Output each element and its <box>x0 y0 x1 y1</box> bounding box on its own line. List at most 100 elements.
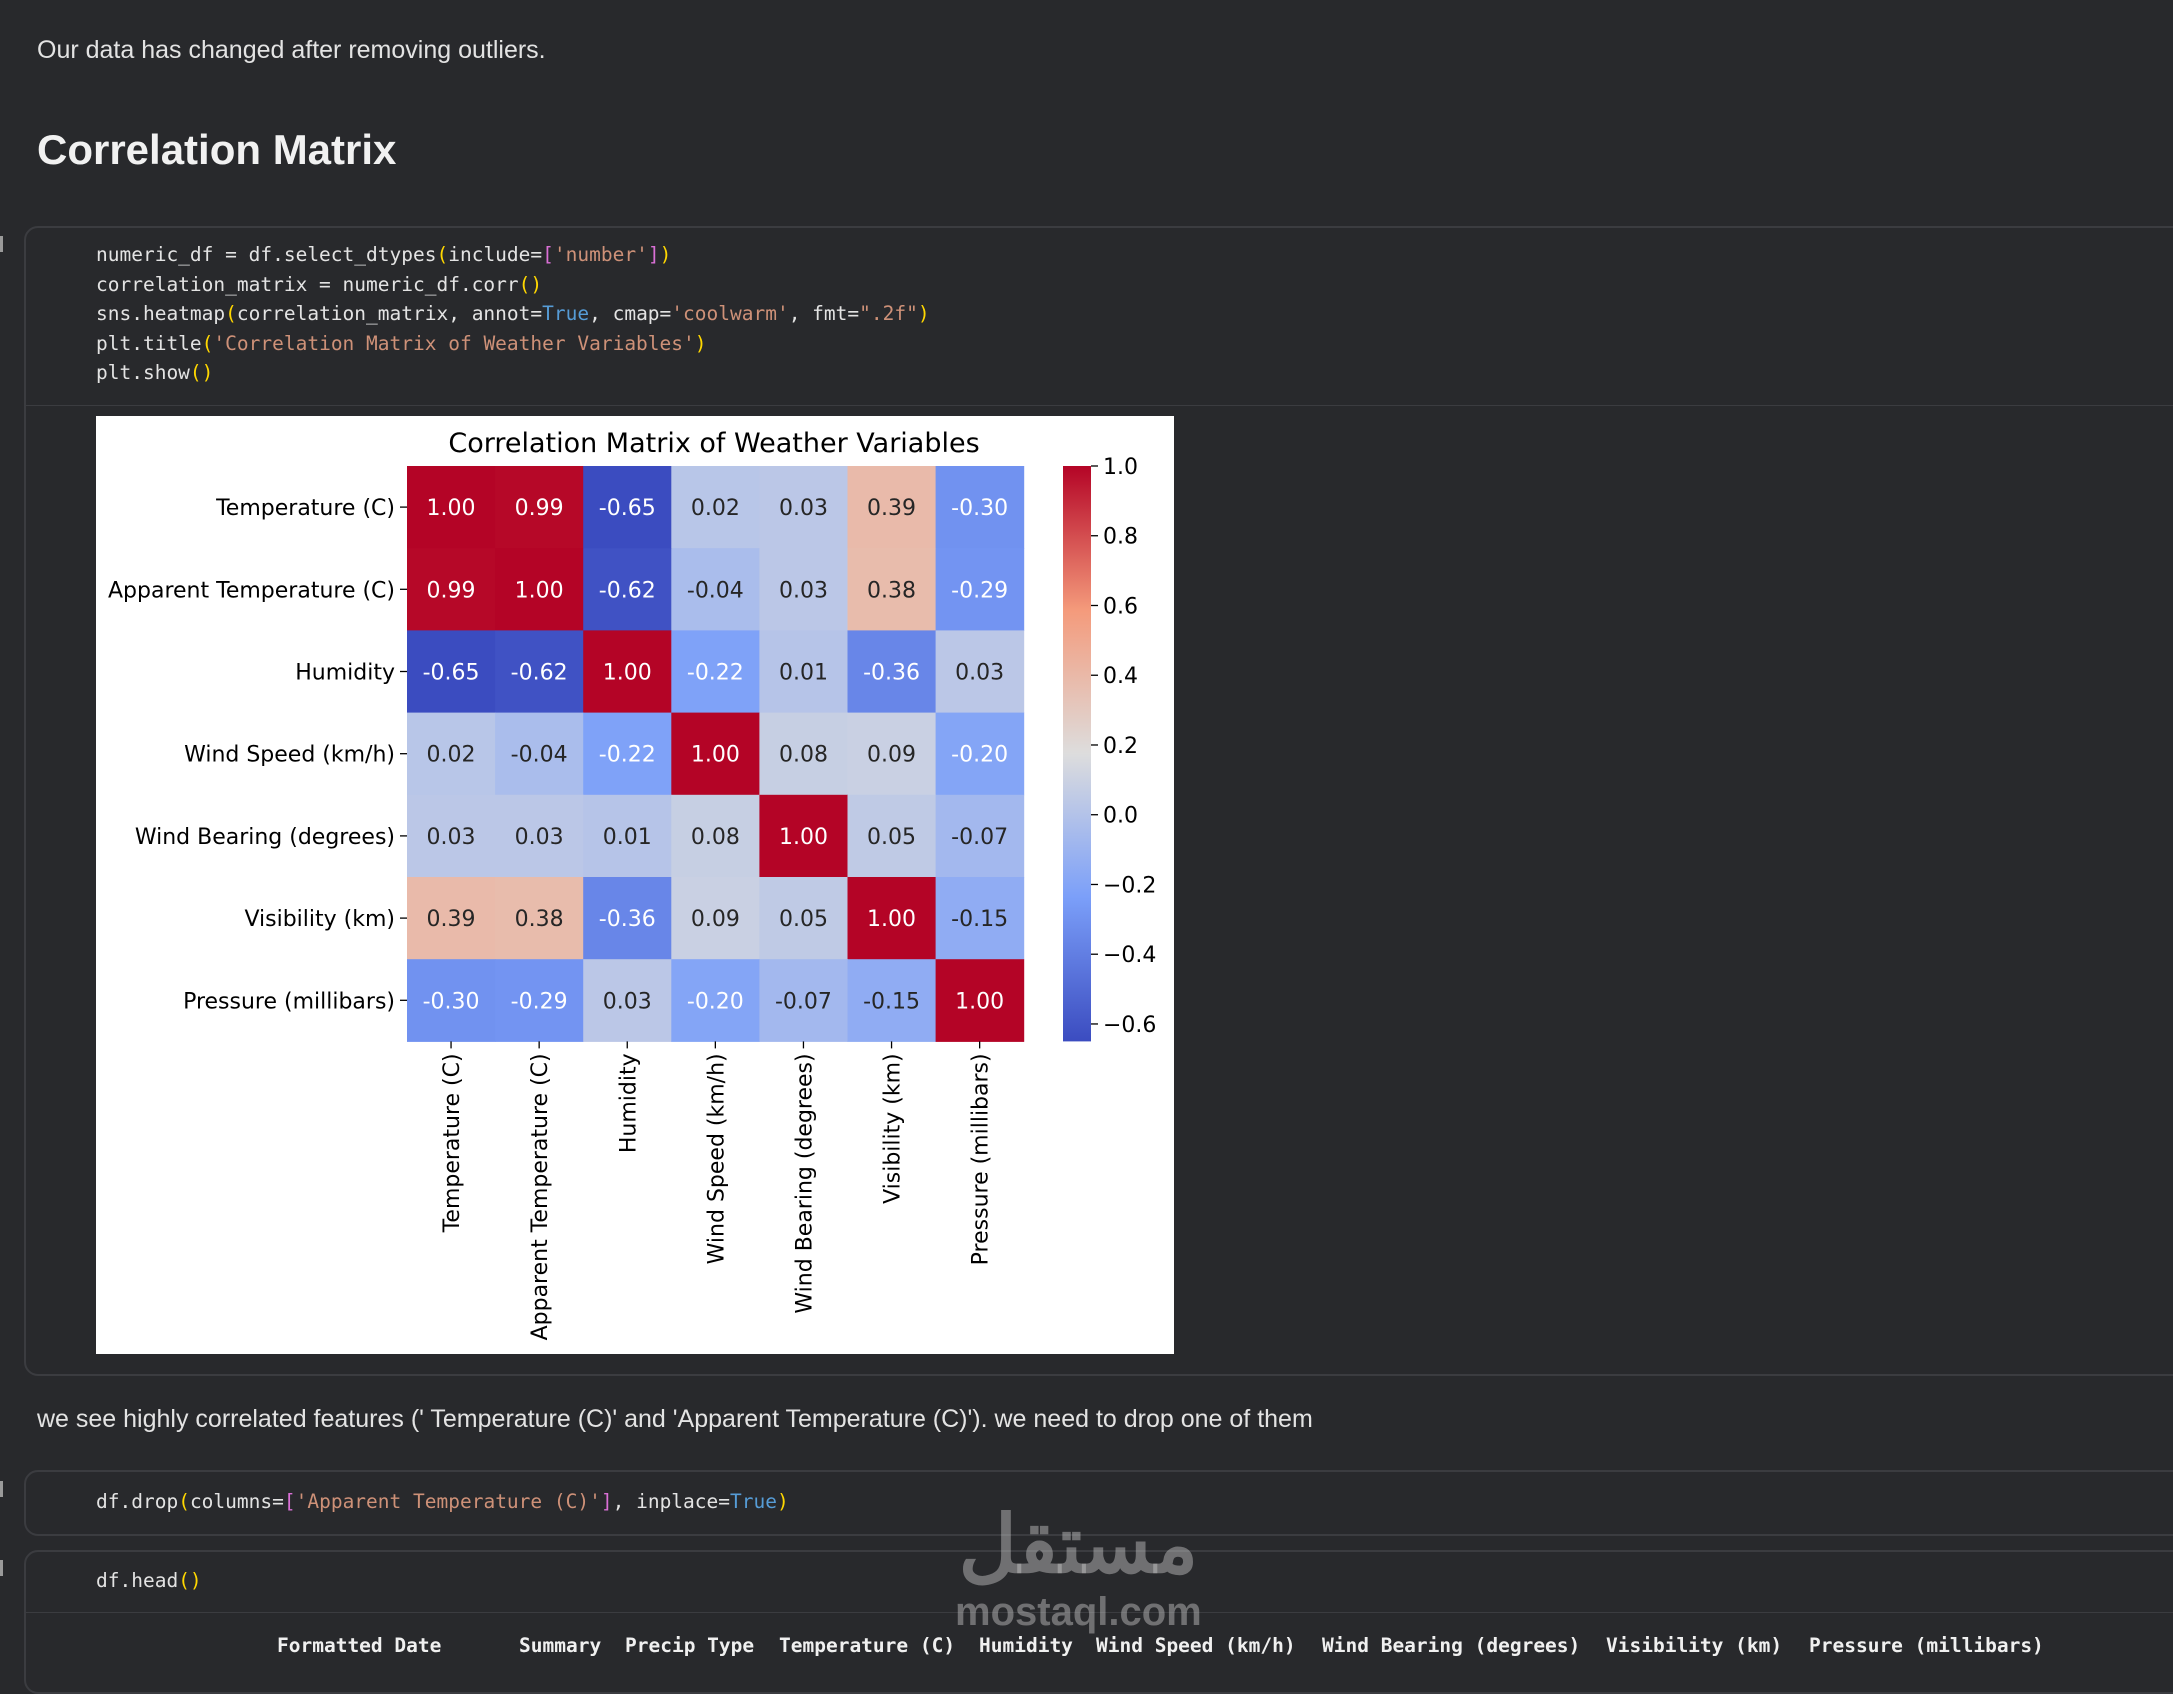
code-cell-drop[interactable] <box>24 1470 2173 1536</box>
heatmap-cell <box>671 712 760 796</box>
x-tick-label: Temperature (C) <box>440 1053 465 1233</box>
cell-annotation: -0.29 <box>951 578 1008 603</box>
code-token: ) <box>694 331 707 355</box>
colorbar-tick-label: −0.4 <box>1103 943 1156 968</box>
heatmap-cell <box>495 794 584 878</box>
output-divider <box>26 1612 2173 1613</box>
code-token: df.head <box>96 1569 179 1592</box>
code-token: [ <box>283 1490 296 1513</box>
output-divider <box>26 405 2173 406</box>
y-tick-label: Apparent Temperature (C) <box>108 578 395 603</box>
heatmap-cell <box>671 877 760 960</box>
code-token: include= <box>448 243 543 266</box>
code-line: df.head() <box>96 1566 202 1596</box>
code-token: 'coolwarm' <box>671 302 789 325</box>
heatmap-cell <box>759 466 848 549</box>
heatmap-cell <box>671 466 760 549</box>
cell-annotation: 0.09 <box>867 743 916 768</box>
heatmap-cell <box>671 630 760 714</box>
x-tick-label: Wind Speed (km/h) <box>704 1053 729 1264</box>
code-token: ".2f" <box>859 302 918 325</box>
cell-annotation: 1.00 <box>955 989 1004 1014</box>
code-token: ) <box>659 243 672 266</box>
code-token: ) <box>917 302 930 325</box>
heatmap-cell <box>759 877 848 960</box>
heatmap-cell <box>847 877 937 960</box>
cell-annotation: 0.02 <box>427 743 476 768</box>
cell-annotation: 0.08 <box>691 825 740 850</box>
markdown-drop-note: we see highly correlated features (' Tem… <box>37 1405 1313 1433</box>
cell-annotation: 0.38 <box>867 578 916 603</box>
code-line: plt.title('Correlation Matrix of Weather… <box>96 329 930 359</box>
cell-annotation: -0.22 <box>687 661 744 686</box>
cell-annotation: 0.99 <box>427 578 476 603</box>
cell-annotation: 0.39 <box>867 496 916 521</box>
heatmap-cell <box>407 630 496 714</box>
heatmap-cell <box>671 794 760 878</box>
colorbar-tick-label: 0.6 <box>1103 594 1138 619</box>
y-tick-label: Humidity <box>295 661 395 686</box>
column-header: Wind Speed (km/h) <box>1096 1634 1296 1657</box>
x-tick-label: Humidity <box>616 1053 641 1153</box>
cell-annotation: 0.03 <box>603 989 652 1014</box>
code-token: ) <box>776 1490 789 1513</box>
cell-annotation: 0.08 <box>779 743 828 768</box>
heatmap-figure: Correlation Matrix of Weather Variables … <box>96 416 1174 1354</box>
code-line: numeric_df = df.select_dtypes(include=['… <box>96 240 930 270</box>
cell-gutter-marker[interactable] <box>0 1560 3 1576</box>
colorbar <box>1063 466 1091 1042</box>
cell-annotation: 0.02 <box>691 496 740 521</box>
code-token: df.drop <box>96 1490 179 1513</box>
code-editor[interactable]: numeric_df = df.select_dtypes(include=['… <box>96 240 930 388</box>
code-token: () <box>518 272 543 296</box>
section-heading: Correlation Matrix <box>37 126 397 173</box>
cell-annotation: 0.03 <box>955 661 1004 686</box>
cell-annotation: 0.05 <box>779 907 828 932</box>
cell-annotation: 1.00 <box>515 578 564 603</box>
code-editor[interactable]: df.drop(columns=['Apparent Temperature (… <box>96 1487 789 1517</box>
code-line: df.drop(columns=['Apparent Temperature (… <box>96 1487 789 1517</box>
heatmap-cell <box>847 548 937 631</box>
cell-gutter-marker[interactable] <box>0 1481 3 1497</box>
code-line: correlation_matrix = numeric_df.corr() <box>96 270 930 300</box>
markdown-intro: Our data has changed after removing outl… <box>37 36 546 64</box>
heatmap-cell <box>583 712 672 796</box>
colorbar-tick-label: 0.2 <box>1103 734 1138 759</box>
cell-annotation: -0.65 <box>423 661 480 686</box>
heatmap-cell <box>847 959 937 1042</box>
heatmap-cell <box>583 877 672 960</box>
code-editor[interactable]: df.head() <box>96 1566 202 1596</box>
column-header: Summary <box>519 1634 602 1657</box>
code-token: plt.show <box>96 361 190 384</box>
code-token: , fmt= <box>788 302 860 325</box>
cell-annotation: -0.36 <box>863 661 920 686</box>
cell-gutter-marker[interactable] <box>0 236 3 252</box>
cell-annotation: -0.07 <box>951 825 1008 850</box>
code-token: ] <box>647 243 660 266</box>
cell-annotation: 0.03 <box>427 825 476 850</box>
code-token: columns= <box>189 1490 284 1513</box>
heatmap-cell <box>407 959 496 1042</box>
watermark-arabic: مستقل <box>958 1500 1199 1589</box>
column-header: Pressure (millibars) <box>1809 1634 2044 1657</box>
heatmap-cell <box>935 877 1025 960</box>
code-token: 'number' <box>553 243 648 266</box>
heatmap-cell <box>495 466 584 549</box>
heatmap-cell <box>407 548 496 631</box>
cell-annotation: -0.15 <box>951 907 1008 932</box>
cell-annotation: -0.62 <box>599 578 656 603</box>
cell-annotation: -0.15 <box>863 989 920 1014</box>
heatmap-cell <box>759 548 848 631</box>
colorbar-tick-label: −0.6 <box>1103 1013 1156 1038</box>
colorbar-tick-label: −0.2 <box>1103 873 1156 898</box>
code-token: , inplace= <box>612 1490 731 1513</box>
code-token: , cmap= <box>589 302 672 325</box>
heatmap-cell <box>583 630 672 714</box>
heatmap-cell <box>847 466 937 549</box>
code-token: correlation_matrix = numeric_df.corr <box>96 272 519 296</box>
column-header: Temperature (C) <box>779 1634 956 1657</box>
colorbar-tick-label: 0.0 <box>1103 804 1138 829</box>
cell-annotation: 0.03 <box>779 578 828 603</box>
heatmap-cell <box>759 712 848 796</box>
cell-annotation: 0.99 <box>515 496 564 521</box>
